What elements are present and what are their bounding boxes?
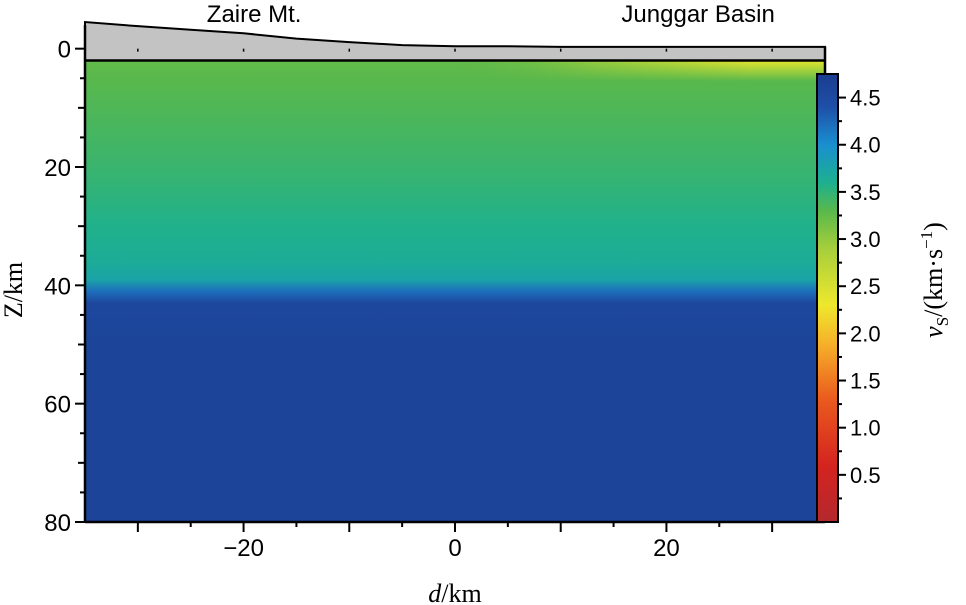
y-tick-label: 40	[44, 273, 71, 300]
colorbar-tick-label: 4.0	[850, 133, 881, 158]
x-tick-label: −20	[223, 535, 264, 562]
colorbar-ticks: 0.5 1.0 1.5 2.0 2.5 3.0 3.5 4.0 4.5	[838, 86, 881, 500]
x-axis: −20 0 20	[136, 48, 774, 562]
basin-sediment-layer	[455, 60, 825, 82]
colorbar-tick-label: 1.5	[850, 369, 881, 394]
colorbar-tick-label: 3.0	[850, 227, 881, 252]
colorbar-tick-label: 3.5	[850, 180, 881, 205]
colorbar-tick-label: 1.0	[850, 416, 881, 441]
y-tick-label: 20	[44, 155, 71, 182]
colorbar-scale	[816, 73, 839, 523]
plot-area	[83, 20, 827, 524]
x-tick-label: 0	[448, 535, 461, 562]
colorbar-tick-label: 2.5	[850, 274, 881, 299]
colorbar-tick-label: 4.5	[850, 86, 881, 111]
colorbar-tick-label: 2.0	[850, 321, 881, 346]
topography-profile	[84, 20, 826, 62]
y-tick-label: 0	[58, 37, 71, 64]
colorbar-title: vS/(km·s−1)	[917, 222, 952, 338]
colorbar-tick-label: 0.5	[850, 463, 881, 488]
region-label-junggar: Junggar Basin	[621, 1, 774, 28]
colorbar: 0.5 1.0 1.5 2.0 2.5 3.0 3.5 4.0 4.5	[816, 73, 881, 523]
x-axis-title: d/km	[428, 579, 481, 605]
y-tick-label: 80	[44, 510, 71, 537]
velocity-heatmap	[85, 60, 825, 522]
region-label-zaire: Zaire Mt.	[207, 1, 302, 28]
x-tick-label: 20	[653, 535, 680, 562]
y-axis: 0 20 40 60 80	[44, 37, 831, 537]
y-axis-title: Z/km	[0, 262, 28, 318]
y-tick-label: 60	[44, 392, 71, 419]
